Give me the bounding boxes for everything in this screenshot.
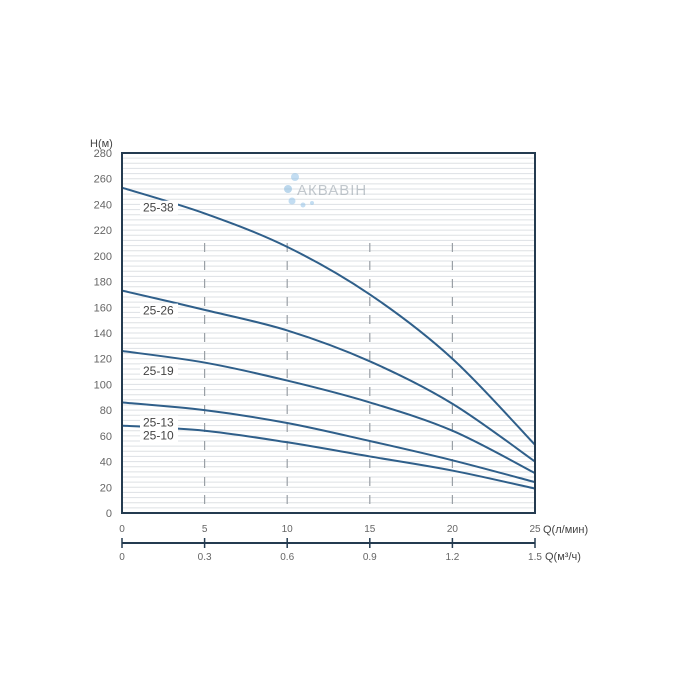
x-axis-label: Q(л/мин) (543, 524, 588, 536)
series-label-bg (140, 428, 178, 443)
x-tick2-label: 1.5 (528, 552, 542, 563)
y-tick-label: 280 (94, 148, 112, 160)
x-tick-label: 20 (447, 524, 459, 535)
series-label: 25-10 (143, 429, 174, 443)
y-tick-label: 40 (100, 457, 112, 469)
x-tick2-label: 0.3 (198, 552, 212, 563)
y-tick-label: 200 (94, 251, 112, 263)
series-label-bg (140, 415, 178, 430)
series-label: 25-19 (143, 364, 174, 378)
curve-25-19 (121, 350, 536, 475)
y-tick-label: 160 (94, 302, 112, 314)
grid (122, 157, 535, 509)
x-tick2-label: 0.6 (280, 552, 294, 563)
curve-25-10 (121, 424, 536, 490)
y-tick-label: 180 (94, 277, 112, 289)
y-tick-label: 80 (100, 405, 112, 417)
watermark-logo: АКВАВІН (284, 173, 367, 208)
y-tick-label: 260 (94, 174, 112, 186)
x-tick2-label: 0 (119, 552, 125, 563)
curve-25-38 (121, 186, 536, 446)
plot-frame (121, 152, 536, 514)
y-tick-label: 60 (100, 431, 112, 443)
series-label-bg (140, 200, 178, 215)
series-label: 25-13 (143, 415, 174, 429)
curve-25-13 (121, 401, 536, 484)
x-tick-label: 0 (119, 524, 125, 535)
x-tick2-label: 1.2 (445, 552, 459, 563)
series-label: 25-38 (143, 201, 174, 215)
y-tick-label: 240 (94, 199, 112, 211)
y-tick-label: 120 (94, 354, 112, 366)
series-label: 25-26 (143, 304, 174, 318)
y-tick-label: 20 (100, 482, 112, 494)
x-axis2-label: Q(м³/ч) (545, 551, 581, 563)
y-axis-label: H(м) (90, 138, 113, 150)
y-tick-label: 0 (106, 508, 112, 520)
x-tick-label: 25 (529, 524, 541, 535)
curve-25-26 (121, 289, 536, 463)
series-label-bg (140, 303, 178, 318)
y-tick-label: 220 (94, 225, 112, 237)
x-tick2-label: 0.9 (363, 552, 377, 563)
watermark-text: АКВАВІН (297, 182, 367, 199)
x-tick-label: 10 (282, 524, 294, 535)
x-tick-label: 15 (364, 524, 376, 535)
series-label-bg (140, 364, 178, 378)
x-tick-label: 5 (202, 524, 208, 535)
labels: 0204060801001201401601802002202402602800… (94, 148, 543, 563)
y-tick-label: 100 (94, 379, 112, 391)
curves (121, 186, 536, 490)
y-tick-label: 140 (94, 328, 112, 340)
